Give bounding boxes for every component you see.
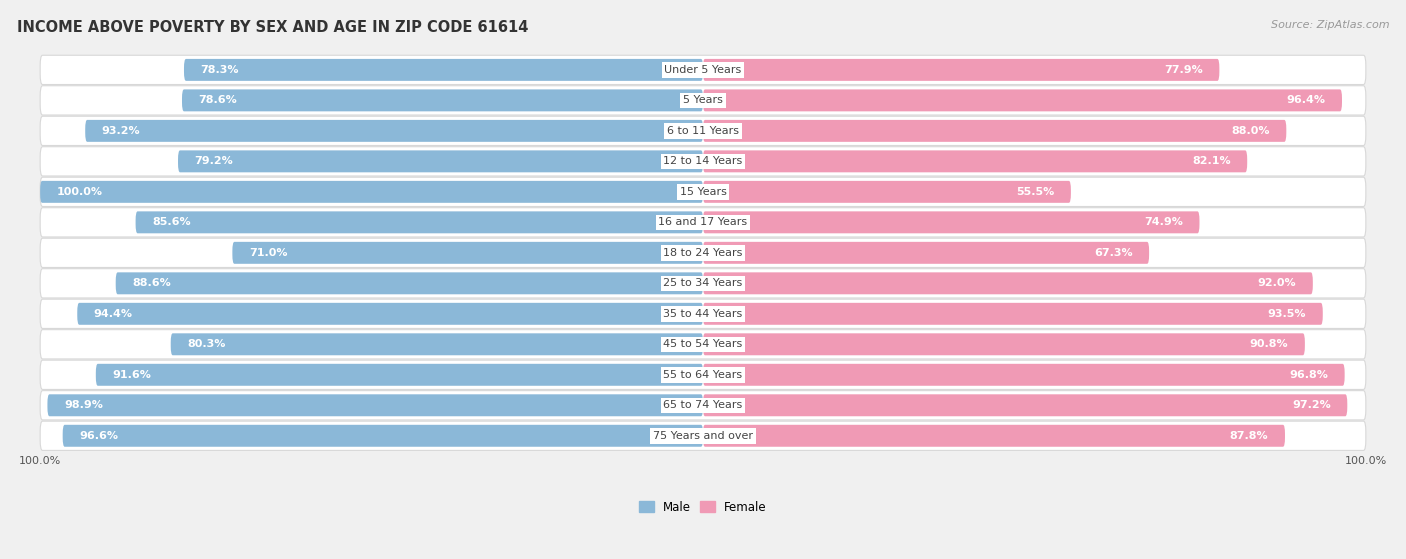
Text: 88.6%: 88.6% — [132, 278, 172, 288]
FancyBboxPatch shape — [41, 269, 1365, 298]
Text: INCOME ABOVE POVERTY BY SEX AND AGE IN ZIP CODE 61614: INCOME ABOVE POVERTY BY SEX AND AGE IN Z… — [17, 20, 529, 35]
FancyBboxPatch shape — [703, 425, 1285, 447]
FancyBboxPatch shape — [181, 89, 703, 111]
FancyBboxPatch shape — [703, 120, 1286, 142]
Text: 93.2%: 93.2% — [101, 126, 141, 136]
Text: 55 to 64 Years: 55 to 64 Years — [664, 370, 742, 380]
Text: 6 to 11 Years: 6 to 11 Years — [666, 126, 740, 136]
Text: 100.0%: 100.0% — [56, 187, 103, 197]
Text: 88.0%: 88.0% — [1232, 126, 1270, 136]
Text: 5 Years: 5 Years — [683, 96, 723, 106]
Text: 94.4%: 94.4% — [94, 309, 132, 319]
Legend: Male, Female: Male, Female — [640, 501, 766, 514]
Text: 77.9%: 77.9% — [1164, 65, 1202, 75]
FancyBboxPatch shape — [115, 272, 703, 294]
FancyBboxPatch shape — [96, 364, 703, 386]
FancyBboxPatch shape — [703, 303, 1323, 325]
Text: 45 to 54 Years: 45 to 54 Years — [664, 339, 742, 349]
FancyBboxPatch shape — [170, 333, 703, 356]
Text: 93.5%: 93.5% — [1268, 309, 1306, 319]
FancyBboxPatch shape — [703, 394, 1347, 416]
FancyBboxPatch shape — [41, 116, 1365, 145]
Text: 67.3%: 67.3% — [1094, 248, 1132, 258]
FancyBboxPatch shape — [703, 59, 1219, 81]
Text: 12 to 14 Years: 12 to 14 Years — [664, 157, 742, 167]
Text: 80.3%: 80.3% — [187, 339, 226, 349]
FancyBboxPatch shape — [86, 120, 703, 142]
Text: 100.0%: 100.0% — [20, 456, 62, 466]
FancyBboxPatch shape — [41, 181, 703, 203]
Text: 35 to 44 Years: 35 to 44 Years — [664, 309, 742, 319]
Text: 74.9%: 74.9% — [1144, 217, 1182, 228]
Text: 96.6%: 96.6% — [79, 431, 118, 441]
FancyBboxPatch shape — [703, 242, 1149, 264]
Text: 85.6%: 85.6% — [152, 217, 191, 228]
FancyBboxPatch shape — [41, 360, 1365, 390]
Text: 91.6%: 91.6% — [112, 370, 152, 380]
FancyBboxPatch shape — [41, 146, 1365, 176]
Text: 15 Years: 15 Years — [679, 187, 727, 197]
FancyBboxPatch shape — [703, 211, 1199, 233]
Text: 65 to 74 Years: 65 to 74 Years — [664, 400, 742, 410]
FancyBboxPatch shape — [703, 181, 1071, 203]
Text: 71.0%: 71.0% — [249, 248, 287, 258]
FancyBboxPatch shape — [179, 150, 703, 172]
FancyBboxPatch shape — [41, 177, 1365, 206]
Text: Under 5 Years: Under 5 Years — [665, 65, 741, 75]
FancyBboxPatch shape — [48, 394, 703, 416]
FancyBboxPatch shape — [703, 272, 1313, 294]
Text: 78.3%: 78.3% — [201, 65, 239, 75]
Text: 78.6%: 78.6% — [198, 96, 238, 106]
Text: 25 to 34 Years: 25 to 34 Years — [664, 278, 742, 288]
FancyBboxPatch shape — [703, 89, 1341, 111]
FancyBboxPatch shape — [232, 242, 703, 264]
FancyBboxPatch shape — [41, 330, 1365, 359]
Text: 75 Years and over: 75 Years and over — [652, 431, 754, 441]
FancyBboxPatch shape — [41, 391, 1365, 420]
Text: 90.8%: 90.8% — [1250, 339, 1288, 349]
FancyBboxPatch shape — [41, 86, 1365, 115]
FancyBboxPatch shape — [703, 364, 1344, 386]
Text: 18 to 24 Years: 18 to 24 Years — [664, 248, 742, 258]
Text: 82.1%: 82.1% — [1192, 157, 1230, 167]
FancyBboxPatch shape — [63, 425, 703, 447]
FancyBboxPatch shape — [135, 211, 703, 233]
FancyBboxPatch shape — [41, 55, 1365, 84]
Text: 79.2%: 79.2% — [194, 157, 233, 167]
Text: Source: ZipAtlas.com: Source: ZipAtlas.com — [1271, 20, 1389, 30]
FancyBboxPatch shape — [703, 150, 1247, 172]
FancyBboxPatch shape — [41, 208, 1365, 237]
FancyBboxPatch shape — [703, 333, 1305, 356]
Text: 96.4%: 96.4% — [1286, 96, 1326, 106]
Text: 100.0%: 100.0% — [1344, 456, 1386, 466]
Text: 92.0%: 92.0% — [1257, 278, 1296, 288]
Text: 87.8%: 87.8% — [1230, 431, 1268, 441]
Text: 98.9%: 98.9% — [65, 400, 103, 410]
FancyBboxPatch shape — [41, 238, 1365, 267]
FancyBboxPatch shape — [41, 299, 1365, 329]
FancyBboxPatch shape — [77, 303, 703, 325]
Text: 97.2%: 97.2% — [1292, 400, 1330, 410]
FancyBboxPatch shape — [184, 59, 703, 81]
Text: 16 and 17 Years: 16 and 17 Years — [658, 217, 748, 228]
Text: 96.8%: 96.8% — [1289, 370, 1329, 380]
Text: 55.5%: 55.5% — [1017, 187, 1054, 197]
FancyBboxPatch shape — [41, 421, 1365, 451]
